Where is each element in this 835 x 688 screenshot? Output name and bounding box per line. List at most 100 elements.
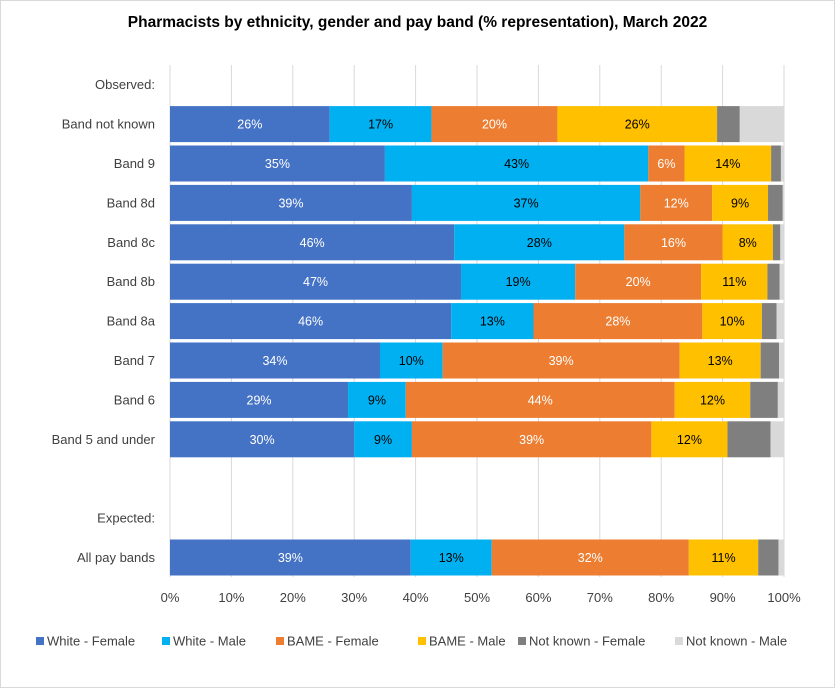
legend-label: White - Male [173,634,246,649]
legend-swatch [675,637,683,645]
category-label: Band 9 [114,156,155,171]
section-header: Expected: [97,511,155,526]
data-label: 13% [708,354,733,368]
category-label: Band 5 and under [52,432,156,447]
category-label: Band 6 [114,392,155,407]
data-label: 9% [374,433,392,447]
bar-segment [776,303,784,340]
category-label: Band 8d [107,195,155,210]
bar-segment [640,184,713,221]
category-label: Band 7 [114,353,155,368]
data-label: 12% [677,433,702,447]
data-label: 39% [549,354,574,368]
data-label: 39% [519,433,544,447]
data-label: 8% [739,236,757,250]
bar-segment [491,539,689,576]
bar-segment [779,263,784,300]
bar-segment [170,303,452,340]
x-tick-label: 30% [341,590,367,605]
bar-segment [170,106,330,143]
data-label: 20% [626,275,651,289]
bar-segment [701,263,768,300]
bar-segment [454,224,625,261]
legend-swatch [162,637,170,645]
bar-segment [384,145,649,182]
category-label: Band not known [62,117,155,132]
bar-segment [780,145,784,182]
data-label: 20% [482,118,507,132]
category-label: Band 8b [107,274,155,289]
bar-segment [758,539,779,576]
bar-segment [575,263,702,300]
data-label: 28% [527,236,552,250]
data-label: 44% [528,393,553,407]
data-label: 37% [514,196,539,210]
x-tick-label: 0% [161,590,180,605]
bar-segment [451,303,534,340]
category-label: All pay bands [77,550,156,565]
legend-swatch [276,637,284,645]
bar-segment [170,539,411,576]
bar-segment [779,342,784,379]
x-tick-label: 60% [525,590,551,605]
x-tick-label: 90% [710,590,736,605]
data-label: 13% [480,315,505,329]
x-tick-label: 50% [464,590,490,605]
legend-swatch [36,637,44,645]
bar-segment [461,263,576,300]
data-label: 12% [664,196,689,210]
bar-segment [777,381,784,418]
data-label: 9% [731,196,749,210]
legend-swatch [418,637,426,645]
bar-segment [717,106,740,143]
data-label: 16% [661,236,686,250]
data-label: 10% [399,354,424,368]
bar-segment [770,421,784,458]
data-label: 34% [262,354,287,368]
bar-segment [750,381,778,418]
data-label: 32% [578,551,603,565]
legend-label: Not known - Male [686,634,787,649]
data-label: 19% [506,275,531,289]
data-label: 10% [720,315,745,329]
bar-segment [410,539,492,576]
bar-segment [170,263,462,300]
bar-segment [767,263,780,300]
bar-segment [722,224,773,261]
data-label: 9% [368,393,386,407]
section-header: Observed: [95,77,155,92]
data-label: 17% [368,118,393,132]
data-label: 46% [300,236,325,250]
legend-label: BAME - Female [287,634,379,649]
bar-segment [780,224,784,261]
data-label: 28% [605,315,630,329]
bar-segment [761,303,777,340]
x-tick-label: 70% [587,590,613,605]
bar-segment [712,184,769,221]
bar-segment [170,224,455,261]
bar-segment [354,421,412,458]
bar-segment [702,303,762,340]
bar-segment [679,342,761,379]
bar-segment [442,342,680,379]
bar-segment [379,342,443,379]
bar-segment [533,303,703,340]
data-label: 26% [625,118,650,132]
legend-swatch [518,637,526,645]
bar-segment [170,421,355,458]
bar-segment [329,106,432,143]
bar-segment [688,539,759,576]
x-tick-label: 20% [280,590,306,605]
data-label: 46% [298,315,323,329]
bar-segment [772,224,781,261]
bar-segment [170,342,380,379]
legend-label: Not known - Female [529,634,645,649]
data-label: 47% [303,275,328,289]
data-label: 39% [278,196,303,210]
bar-segment [648,145,685,182]
bar-segment [170,381,349,418]
bar-segment [348,381,406,418]
bar-segment [739,106,784,143]
bar-segment [170,145,385,182]
